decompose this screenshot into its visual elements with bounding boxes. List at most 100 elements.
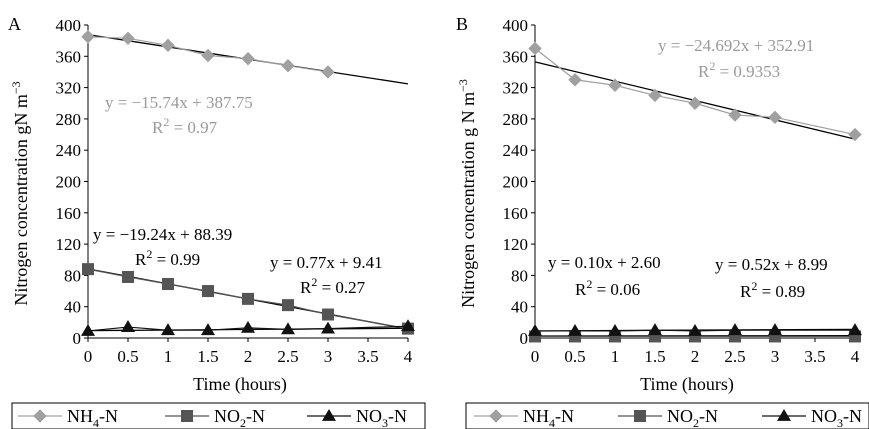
x-tick-label: 0 xyxy=(531,347,540,366)
x-tick-label: 3 xyxy=(771,347,780,366)
y-tick-label: 40 xyxy=(64,298,81,317)
data-point-diamond xyxy=(81,30,95,44)
legend: NH4-N NO2-N NO3-N xyxy=(465,402,869,429)
x-tick-label: 1 xyxy=(164,347,173,366)
data-point-triangle xyxy=(81,323,95,336)
panel-label: B xyxy=(456,14,468,34)
legend-marker-triangle xyxy=(322,409,336,421)
regression-equation: y = 0.52x + 8.99 xyxy=(715,255,828,274)
y-axis-title-text: Nitrogen concentration g N m xyxy=(458,92,478,308)
y-tick-label: 80 xyxy=(64,266,81,285)
data-point-square xyxy=(82,263,94,276)
x-tick-label: 4 xyxy=(851,347,860,366)
legend-marker-diamond xyxy=(33,409,47,423)
y-axis-title: Nitrogen concentration g N m−3 xyxy=(456,79,478,308)
data-point-triangle xyxy=(321,321,335,334)
legend-marker-square xyxy=(181,410,193,422)
y-tick-label: 320 xyxy=(503,79,529,98)
legend-label: NH4-N xyxy=(67,406,118,429)
y-tick-label: 400 xyxy=(56,16,82,35)
r-squared-label: R2 = 0.27 xyxy=(300,275,366,297)
data-point-triangle xyxy=(728,323,742,336)
x-tick-label: 2 xyxy=(244,347,253,366)
data-point-triangle xyxy=(201,323,215,336)
r-squared-label: R2 = 0.06 xyxy=(575,277,640,299)
y-tick-label: 360 xyxy=(56,47,82,66)
x-tick-label: 3 xyxy=(324,347,333,366)
data-point-triangle xyxy=(608,323,622,336)
legend-marker-diamond xyxy=(489,409,503,423)
legend-label: NO3-N xyxy=(811,406,862,429)
series-line-triangle xyxy=(87,325,409,332)
data-point-square xyxy=(162,278,174,291)
series-line-square xyxy=(87,268,409,330)
y-tick-label: 160 xyxy=(56,204,82,223)
data-point-diamond xyxy=(241,51,255,66)
regression-equation: y = −19.24x + 88.39 xyxy=(93,225,232,244)
legend: NH4-N NO2-N NO3-N xyxy=(11,402,426,429)
legend-label: NH4-N xyxy=(523,406,574,429)
y-tick-label: 200 xyxy=(56,173,82,192)
y-tick-label: 0 xyxy=(73,329,82,348)
legend-marker-triangle xyxy=(777,409,791,421)
legend-label: NO3-N xyxy=(356,406,407,429)
y-tick-label: 120 xyxy=(56,235,82,254)
data-point-diamond xyxy=(201,48,215,63)
data-point-triangle xyxy=(648,323,662,336)
y-axis-title-superscript: −3 xyxy=(9,81,23,94)
y-tick-label: 240 xyxy=(503,141,529,160)
y-axis-title: Nitrogen concentration gN m−3 xyxy=(9,81,31,305)
regression-equation: y = −24.692x + 352.91 xyxy=(658,36,814,55)
y-axis-title-superscript: −3 xyxy=(456,79,470,92)
chart-panel-a: A 0 40 80 120 160 200 240 280 320 360 400 0 0.5 1 1.5 2 2… xyxy=(8,14,426,429)
r-squared-label: R2 = 0.89 xyxy=(740,279,805,301)
data-point-diamond xyxy=(528,41,542,56)
x-axis-title: Time (hours) xyxy=(640,374,734,395)
y-tick-label: 160 xyxy=(503,204,529,223)
r-squared-label: R2 = 0.9353 xyxy=(698,59,780,81)
legend-marker-square xyxy=(634,410,646,422)
y-tick-label: 200 xyxy=(503,173,529,192)
data-point-square xyxy=(122,270,134,283)
y-tick-label: 40 xyxy=(511,298,528,317)
data-point-diamond xyxy=(121,31,135,46)
series-line-diamond xyxy=(534,48,856,136)
y-tick-label: 320 xyxy=(56,79,82,98)
legend-box xyxy=(11,402,426,429)
x-tick-label: 1.5 xyxy=(644,347,665,366)
x-tick-label: 1.5 xyxy=(197,347,218,366)
data-point-diamond xyxy=(321,65,335,79)
y-tick-label: 80 xyxy=(511,266,528,285)
regression-equation: y = −15.74x + 387.75 xyxy=(105,93,253,112)
data-point-triangle xyxy=(161,323,175,336)
panel-label: A xyxy=(8,14,21,34)
data-point-square xyxy=(202,285,214,298)
x-tick-label: 0 xyxy=(84,347,93,366)
data-point-triangle xyxy=(528,323,542,336)
data-point-triangle xyxy=(688,323,702,336)
x-tick-label: 0.5 xyxy=(564,347,585,366)
data-point-triangle xyxy=(848,323,862,336)
x-tick-label: 2 xyxy=(691,347,700,366)
y-tick-label: 360 xyxy=(503,47,529,66)
x-tick-label: 2.5 xyxy=(277,347,298,366)
regression-equation: y = 0.10x + 2.60 xyxy=(548,253,661,272)
x-axis-title: Time (hours) xyxy=(193,374,287,395)
y-tick-label: 240 xyxy=(56,141,82,160)
data-point-diamond xyxy=(688,96,702,110)
data-point-diamond xyxy=(568,73,582,87)
data-point-square xyxy=(242,292,254,305)
x-tick-label: 2.5 xyxy=(724,347,745,366)
data-point-triangle xyxy=(568,323,582,336)
data-point-diamond xyxy=(281,58,295,73)
data-point-triangle xyxy=(281,322,295,335)
y-tick-label: 280 xyxy=(56,110,82,129)
data-point-triangle xyxy=(241,320,255,333)
y-tick-label: 0 xyxy=(520,329,529,348)
r-squared-label: R2 = 0.99 xyxy=(135,247,200,269)
data-point-diamond xyxy=(161,38,175,53)
regression-equation: y = 0.77x + 9.41 xyxy=(270,253,383,272)
x-tick-label: 1 xyxy=(611,347,620,366)
x-tick-label: 4 xyxy=(404,347,413,366)
